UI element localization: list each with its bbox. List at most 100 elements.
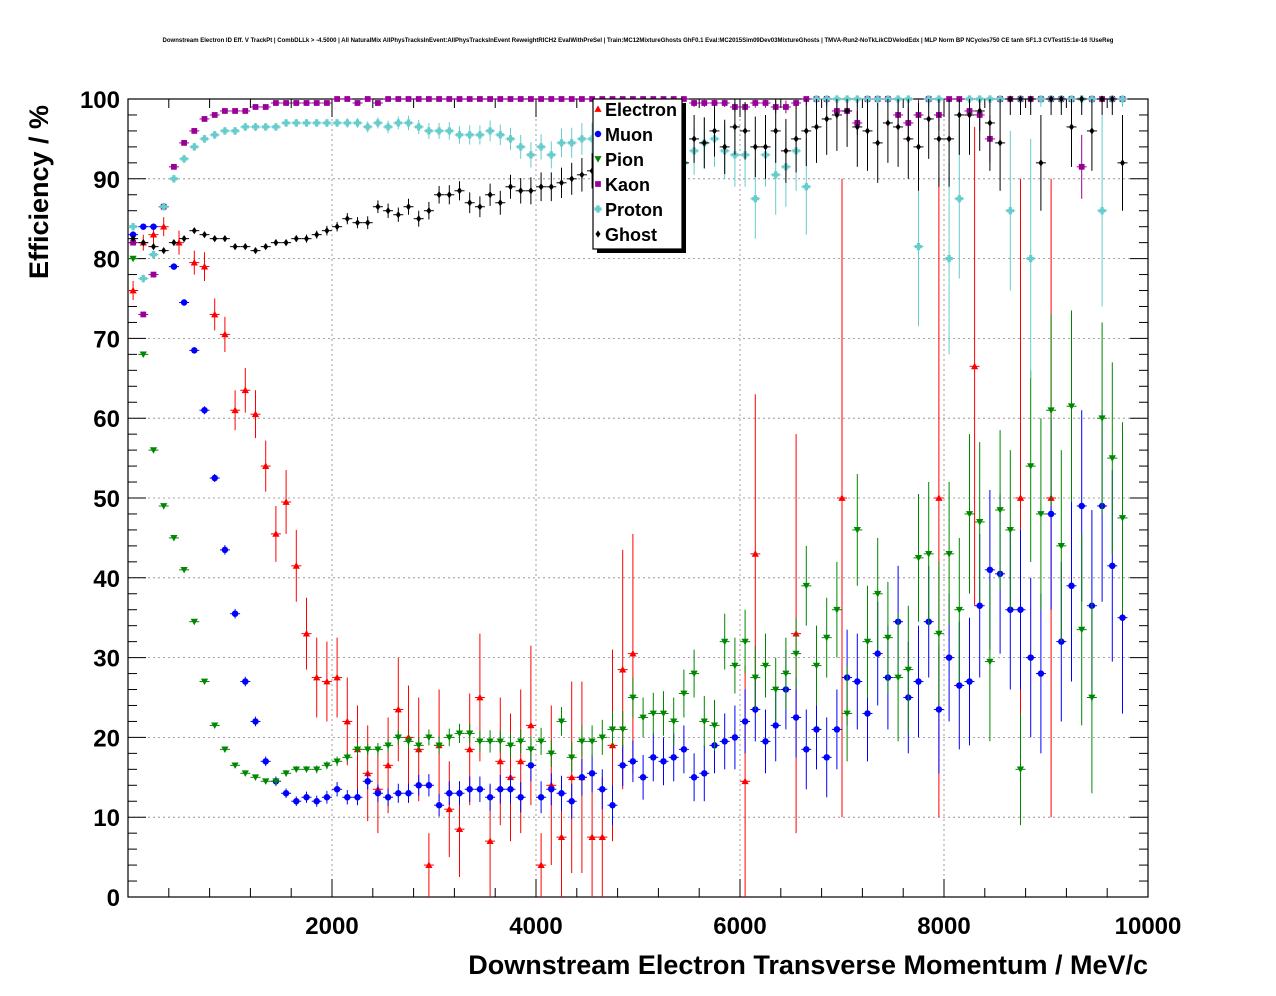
legend-label: Kaon — [605, 175, 650, 195]
data-point — [1015, 713, 1026, 826]
data-marker — [538, 183, 544, 191]
data-marker — [313, 673, 321, 681]
x-tick-label: 2000 — [305, 913, 358, 940]
data-marker — [486, 837, 494, 845]
data-marker — [251, 410, 260, 418]
data-marker — [201, 116, 208, 122]
data-point — [383, 120, 394, 134]
data-marker — [293, 235, 299, 243]
data-marker — [467, 199, 473, 207]
data-marker — [384, 761, 392, 769]
data-marker — [272, 530, 280, 537]
data-marker — [353, 746, 362, 753]
data-point — [209, 298, 220, 331]
data-point — [352, 743, 363, 755]
data-point — [689, 114, 700, 163]
data-point — [913, 102, 924, 191]
data-marker — [222, 235, 228, 243]
data-point — [362, 773, 373, 790]
data-point — [964, 434, 975, 594]
data-point — [301, 791, 312, 803]
data-marker — [201, 406, 208, 414]
data-marker — [986, 658, 994, 666]
y-tick-label: 70 — [93, 326, 120, 353]
data-point — [1117, 114, 1128, 211]
data-point — [495, 124, 506, 146]
data-point — [750, 99, 761, 108]
data-point — [209, 474, 220, 483]
data-marker — [824, 115, 830, 123]
data-point — [576, 96, 587, 102]
data-point — [260, 122, 271, 131]
data-point — [311, 100, 322, 106]
data-point — [281, 118, 292, 127]
data-marker — [292, 562, 300, 569]
data-marker — [854, 123, 860, 131]
data-point — [1107, 95, 1118, 115]
data-marker — [313, 766, 321, 773]
data-point — [393, 783, 404, 803]
data-marker — [731, 662, 739, 670]
data-marker — [303, 794, 310, 801]
data-point — [219, 545, 230, 555]
data-marker — [487, 191, 493, 199]
data-point — [128, 222, 139, 231]
data-point — [1097, 95, 1108, 115]
data-point — [301, 118, 312, 127]
data-marker — [956, 111, 962, 119]
data-point — [678, 669, 689, 718]
data-marker — [375, 100, 381, 106]
data-point — [1066, 490, 1077, 682]
chart-title: Downstream Electron ID Eff. V TrackPt | … — [163, 38, 1114, 44]
data-marker — [129, 231, 137, 238]
data-point — [719, 713, 730, 770]
data-marker — [333, 758, 341, 765]
data-point — [199, 134, 210, 143]
data-point — [556, 707, 567, 736]
data-marker — [844, 107, 850, 115]
data-point — [393, 207, 404, 222]
data-point — [485, 783, 496, 811]
data-point — [913, 625, 924, 738]
data-marker — [191, 347, 198, 354]
data-marker — [955, 195, 963, 203]
data-marker — [833, 726, 841, 733]
data-point — [474, 125, 485, 145]
data-point — [536, 96, 547, 102]
data-marker — [1006, 527, 1014, 534]
data-point — [230, 243, 241, 251]
data-marker — [568, 773, 576, 781]
data-point — [607, 711, 618, 747]
data-marker — [394, 705, 402, 713]
data-marker — [497, 96, 504, 102]
y-tick-label: 60 — [93, 406, 120, 433]
data-point — [495, 96, 506, 102]
data-marker — [670, 754, 677, 761]
data-point — [311, 118, 322, 127]
data-point — [525, 142, 536, 168]
data-point — [627, 533, 638, 774]
data-point — [913, 494, 924, 622]
data-marker — [1047, 407, 1055, 414]
data-point — [495, 774, 506, 804]
data-marker — [751, 550, 759, 557]
data-marker — [222, 108, 228, 114]
data-marker — [404, 119, 413, 127]
data-point — [189, 250, 200, 275]
data-marker — [171, 239, 177, 247]
data-marker — [160, 203, 168, 211]
data-marker — [710, 722, 719, 730]
data-marker — [945, 255, 953, 263]
data-marker — [838, 494, 846, 501]
data-point — [230, 108, 241, 114]
data-point — [250, 390, 261, 439]
data-marker — [1089, 127, 1095, 135]
data-point — [281, 100, 292, 106]
data-marker — [252, 718, 259, 725]
data-marker — [395, 96, 402, 102]
data-marker — [528, 96, 534, 102]
data-point — [413, 774, 424, 796]
data-marker — [282, 790, 290, 797]
data-marker — [435, 801, 443, 809]
data-point — [138, 239, 149, 247]
